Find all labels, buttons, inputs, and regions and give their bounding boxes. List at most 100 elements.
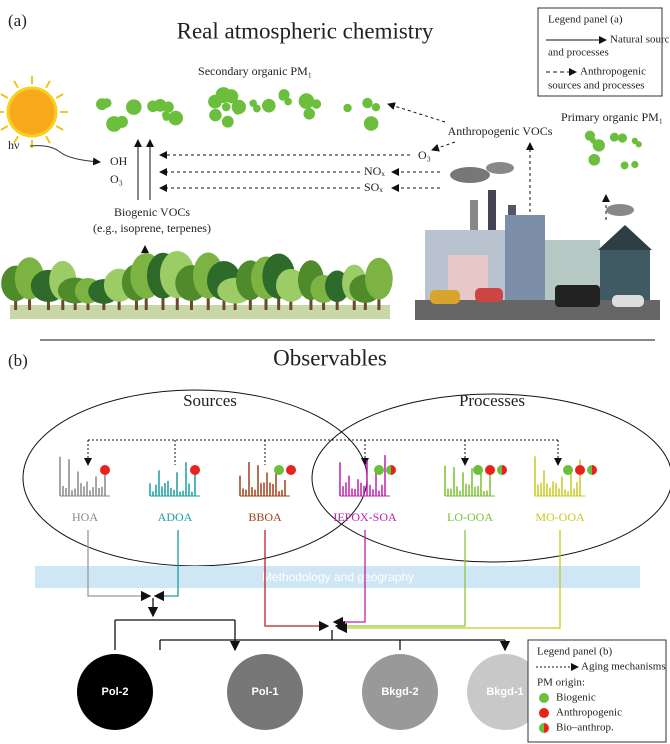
ray	[45, 135, 51, 144]
panel-title: Real atmospheric chemistry	[177, 18, 434, 43]
origin-dot	[190, 465, 200, 475]
trunk	[289, 293, 293, 310]
ray	[13, 80, 19, 89]
label: Anthropogenic VOCs	[448, 124, 553, 138]
particle	[221, 102, 231, 112]
legend-text: sources and processes	[548, 80, 645, 92]
panel-title: Observables	[273, 345, 387, 370]
particle	[363, 116, 379, 131]
particle	[278, 92, 287, 101]
particle	[631, 160, 639, 169]
particle	[303, 107, 316, 120]
nodes: Pol-2 Pol-1 Bkgd-2 Bkgd-1	[77, 654, 543, 730]
node	[362, 654, 438, 730]
node	[77, 654, 153, 730]
ray	[0, 125, 9, 131]
particle	[118, 119, 127, 128]
particle	[262, 98, 276, 113]
band	[35, 566, 640, 588]
particle	[162, 113, 170, 121]
label: hν	[8, 138, 20, 152]
legend-text: Bio–anthrop.	[556, 722, 614, 734]
node	[227, 654, 303, 730]
origin-dot	[587, 465, 597, 475]
trunk	[117, 293, 121, 310]
label: SOₓ	[364, 180, 383, 194]
node-label: Pol-1	[252, 686, 279, 698]
particle	[224, 89, 239, 104]
origin-dot	[473, 465, 483, 475]
particle	[231, 99, 247, 115]
band-label: Methodology and geography	[262, 570, 414, 584]
node-label: Bkgd-2	[381, 686, 418, 698]
origin-dot	[575, 465, 585, 475]
trunk	[28, 288, 32, 310]
legend-b: Legend panel (b) Aging mechanisms PM ori…	[527, 639, 667, 743]
factor-label: BBOA	[248, 510, 282, 524]
origin-dot	[286, 465, 296, 475]
origin-dot	[563, 465, 573, 475]
factors: HOA ADOA BBOA IEPOX-SOA LO-OOA MO-OOA	[59, 455, 597, 524]
legend-text: Aging mechanisms	[581, 661, 666, 673]
label: Biogenic VOCs	[114, 205, 190, 219]
label: O₃	[418, 148, 431, 162]
ray	[0, 93, 9, 99]
particle	[253, 104, 261, 113]
factor-label: LO-OOA	[447, 510, 493, 524]
particle	[96, 98, 108, 111]
legend-title: Legend panel (a)	[548, 14, 623, 26]
particle	[249, 99, 257, 108]
label: O₃	[110, 172, 123, 186]
sun	[0, 76, 68, 148]
legend-text: Anthropogenic	[580, 66, 646, 78]
flow-lines	[87, 530, 561, 650]
ray	[55, 93, 64, 99]
ray	[55, 125, 64, 131]
particle	[221, 115, 234, 128]
label: OH	[110, 154, 128, 168]
forest	[1, 250, 393, 319]
label: Primary organic PM₁	[561, 110, 663, 124]
particle	[126, 99, 142, 115]
origin-dot	[374, 465, 384, 475]
label: NOₓ	[364, 164, 385, 178]
trunk	[206, 287, 210, 310]
aging-arrows	[84, 439, 562, 466]
trunk	[161, 287, 165, 310]
particle	[106, 116, 122, 132]
node-label: Pol-2	[102, 686, 129, 698]
particle	[284, 97, 292, 106]
dashed-arrows	[159, 102, 610, 220]
origin-dot	[274, 465, 284, 475]
legend-text: Anthropogenic	[556, 707, 622, 719]
particles	[584, 130, 642, 170]
particle	[209, 108, 222, 122]
particle	[343, 103, 352, 113]
label: Secondary organic PM₁	[198, 64, 312, 78]
factor-label: MO-OOA	[535, 510, 585, 524]
particle	[153, 98, 167, 112]
particle	[590, 137, 597, 144]
particle	[631, 137, 638, 145]
legend-a: Legend panel (a) Natural sources and pro…	[537, 7, 670, 97]
legend-text: PM origin:	[537, 677, 585, 689]
origin-dot	[100, 465, 110, 475]
tree	[365, 257, 393, 300]
factor-label: ADOA	[158, 510, 193, 524]
origin-dot	[497, 465, 507, 475]
panel-label: (a)	[8, 11, 27, 30]
particle	[617, 133, 628, 143]
group-label: Processes	[459, 391, 525, 410]
legend-text: and processes	[548, 47, 609, 59]
particle	[362, 97, 373, 109]
trunk	[248, 290, 252, 310]
city	[415, 162, 660, 320]
legend-text: Biogenic	[556, 692, 596, 704]
particle	[298, 93, 315, 109]
trunk	[309, 290, 313, 310]
ray	[13, 135, 19, 144]
trunk	[322, 295, 326, 310]
particle	[168, 110, 183, 126]
processes-ellipse	[311, 393, 670, 563]
particle	[588, 153, 601, 166]
